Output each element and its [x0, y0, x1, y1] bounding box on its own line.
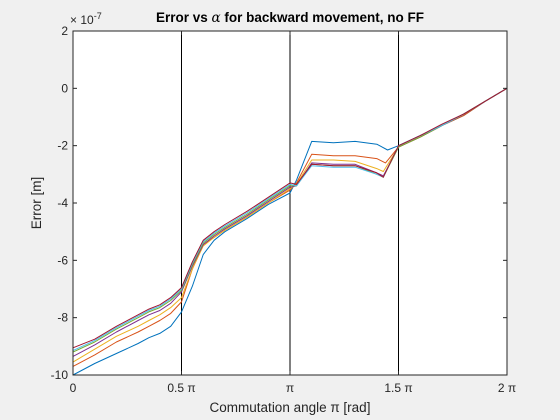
- y-tick-label-2: -2: [57, 139, 68, 153]
- x-tick-label-2: π: [286, 381, 294, 395]
- series-group: [72, 87, 508, 376]
- x-axis-ticks: 0 0.5 π π 1.5 π 2 π: [70, 31, 516, 395]
- chart-title: Error vs α for backward movement, no FF: [156, 10, 424, 26]
- x-tick-label-0: 0: [70, 381, 77, 395]
- y-tick-label-1: 0: [61, 81, 68, 95]
- x-tick-label-3: 1.5 π: [384, 381, 412, 395]
- y-tick-label-3: -4: [57, 196, 68, 210]
- y-exponent-label: × 10-7: [70, 11, 102, 27]
- x-tick-label-1: 0.5 π: [167, 381, 195, 395]
- y-tick-label-4: -6: [57, 253, 68, 267]
- series-line-5: [72, 87, 508, 353]
- vertical-reference-lines: [181, 31, 399, 375]
- y-tick-label-6: -10: [51, 368, 69, 382]
- x-tick-label-4: 2 π: [498, 381, 516, 395]
- y-tick-label-5: -8: [57, 311, 68, 325]
- y-axis-label: Error [m]: [29, 177, 44, 230]
- y-tick-label-0: 2: [61, 24, 68, 38]
- y-axis-ticks: 2 0 -2 -4 -6 -8 -10: [51, 24, 507, 382]
- series-line-7: [72, 87, 508, 349]
- x-axis-label: Commutation angle π [rad]: [210, 400, 371, 415]
